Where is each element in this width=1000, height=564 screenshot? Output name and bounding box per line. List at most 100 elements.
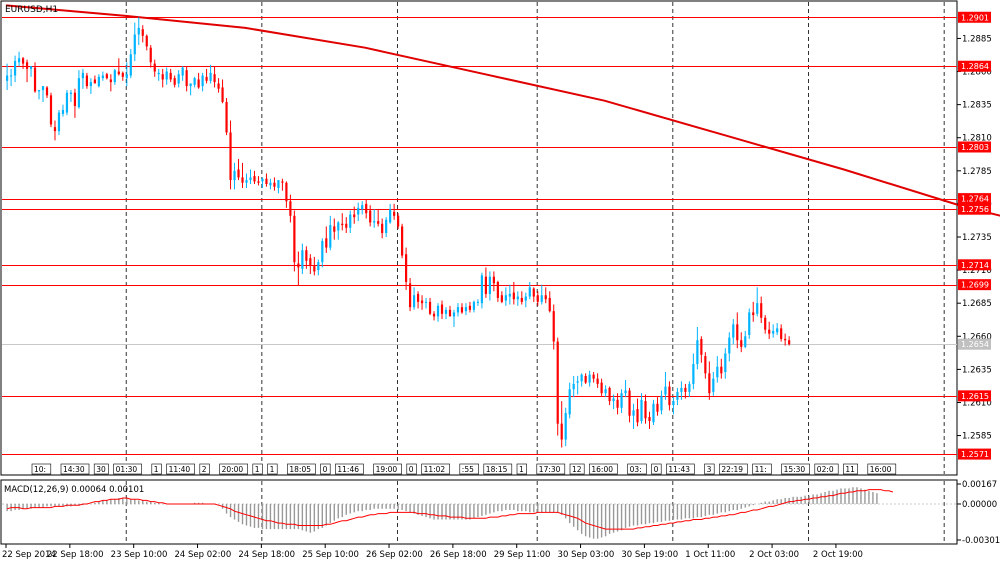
- candle-4: [21, 56, 25, 69]
- candle-145: [584, 373, 587, 384]
- time-strip-box-24: [666, 463, 695, 475]
- candle-body: [97, 76, 100, 87]
- candle-body: [408, 283, 412, 308]
- candle-body: [624, 390, 627, 394]
- candle-body: [333, 226, 336, 232]
- candle-180: [724, 348, 727, 379]
- candle-body: [9, 75, 13, 77]
- time-label-10: 30 Sep 19:00: [621, 550, 678, 560]
- candle-body: [696, 340, 699, 365]
- candle-body: [129, 54, 132, 76]
- candle-body: [69, 92, 73, 95]
- candle-body: [432, 313, 436, 317]
- candle-body: [596, 378, 599, 384]
- price-axis: 1.28851.28601.28351.28101.27851.27601.27…: [957, 34, 992, 442]
- candle-53: [217, 78, 220, 93]
- candle-89: [361, 201, 364, 215]
- candle-32: [133, 22, 136, 61]
- level-tag-5: 1.2714: [961, 261, 989, 270]
- candle-body: [221, 87, 224, 102]
- candle-159: [640, 393, 643, 424]
- time-strip-label-3: 01:30: [116, 465, 138, 474]
- time-strip-box-18: [516, 463, 527, 475]
- candle-body: [149, 47, 152, 63]
- candle-14: [61, 104, 65, 117]
- candle-18: [77, 70, 81, 109]
- horizontal-levels[interactable]: [2, 17, 957, 455]
- level-tag-3: 1.2764: [961, 195, 989, 204]
- candle-body: [257, 181, 260, 183]
- candle-72: [293, 210, 296, 272]
- candle-body: [189, 83, 192, 87]
- time-strip-box-26: [719, 463, 748, 475]
- candle-121: [488, 271, 491, 301]
- candle-body: [317, 262, 320, 271]
- candle-20: [85, 72, 88, 89]
- candle-body: [89, 82, 92, 87]
- candle-body: [644, 401, 647, 419]
- time-strip-box-17: [483, 463, 513, 475]
- candle-50: [205, 68, 208, 84]
- candle-body: [121, 72, 124, 77]
- time-strip-label-8: 1: [255, 465, 260, 474]
- candle-45: [185, 66, 188, 92]
- candle-118: [476, 299, 480, 306]
- candle-body: [716, 366, 719, 378]
- candle-body: [45, 87, 49, 96]
- level-tag-bg-7: [958, 390, 991, 402]
- candle-body: [345, 223, 348, 228]
- candle-61: [249, 169, 252, 185]
- candle-body: [492, 276, 495, 284]
- level-tag-bg-4: [958, 203, 991, 215]
- candle-70: [285, 181, 288, 208]
- time-strip-box-25: [704, 463, 715, 475]
- candle-139: [560, 401, 563, 448]
- candle-body: [29, 66, 33, 69]
- candle-body: [656, 403, 659, 412]
- candle-body: [309, 258, 312, 267]
- candle-94: [381, 218, 384, 239]
- candle-body: [488, 276, 491, 294]
- candle-63: [257, 176, 260, 186]
- candle-56: [229, 120, 232, 190]
- candle-body: [21, 58, 25, 64]
- time-strip-label-22: 03:: [630, 465, 642, 474]
- time-strip-box-0: [31, 463, 52, 475]
- candle-body: [416, 293, 420, 302]
- candle-body: [612, 398, 615, 402]
- candle-165: [664, 372, 667, 400]
- candle-body: [728, 337, 731, 354]
- candle-body: [273, 182, 276, 187]
- candle-188: [756, 287, 759, 317]
- candle-body: [508, 293, 511, 297]
- candle-body: [544, 295, 547, 300]
- candle-68: [277, 180, 280, 194]
- candle-62: [253, 170, 256, 185]
- candle-98: [397, 213, 400, 230]
- candle-body: [177, 74, 180, 84]
- candle-78: [317, 259, 320, 276]
- candle-body: [341, 223, 344, 226]
- time-strip-box-12: [335, 463, 364, 475]
- price-tick-label-12: 1.2585: [962, 432, 992, 442]
- candle-190: [764, 315, 767, 334]
- candle-body: [137, 27, 140, 35]
- candle-47: [193, 76, 196, 88]
- candle-body: [532, 288, 535, 297]
- candle-90: [365, 199, 368, 219]
- candle-149: [600, 378, 603, 396]
- candle-147: [592, 372, 595, 383]
- candle-body: [448, 309, 452, 317]
- time-label-0: 22 Sep 2014: [2, 550, 56, 560]
- candle-body: [540, 295, 543, 302]
- candle-body: [460, 307, 464, 313]
- candle-body: [748, 312, 751, 335]
- time-strip-box-10: [287, 463, 316, 475]
- candle-body: [93, 79, 96, 84]
- candle-body: [676, 391, 679, 400]
- candle-100: [405, 247, 408, 290]
- macd-pane[interactable]: [0, 479, 958, 545]
- level-tag-bg-0: [958, 11, 991, 23]
